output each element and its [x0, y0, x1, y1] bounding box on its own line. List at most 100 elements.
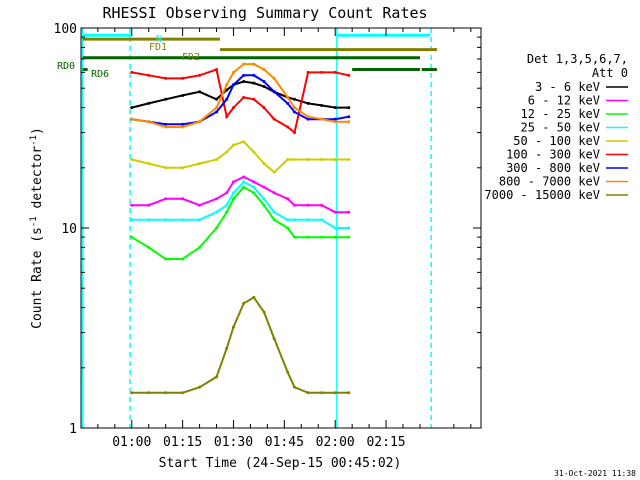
series-1-point [225, 191, 229, 195]
series-7-point [333, 120, 337, 124]
series-3-point [306, 218, 310, 222]
flag-label-fd1: FD1 [149, 42, 167, 53]
series-2-point [293, 235, 297, 239]
y-axis-label-sup: -1 [29, 216, 39, 227]
series-8-point [215, 375, 219, 379]
series-8-point [306, 391, 310, 395]
series-5-point [198, 73, 202, 77]
x-tick-label: 01:15 [163, 435, 202, 450]
series-6-point [262, 80, 266, 84]
series-6-point [181, 122, 185, 126]
series-8-point [347, 391, 351, 395]
series-2-point [320, 235, 324, 239]
series-0-point [347, 106, 351, 110]
y-tick-label: 1 [69, 422, 77, 437]
series-2-point [164, 257, 168, 261]
series-8-point [198, 385, 202, 389]
legend-label: 25 - 50 keV [521, 121, 600, 135]
series-3-point [215, 210, 219, 214]
series-8-point [147, 391, 151, 395]
y-tick-label: 10 [61, 222, 77, 237]
series-6-point [164, 122, 168, 126]
series-4-point [198, 162, 202, 166]
series-4-point [272, 170, 276, 174]
series-2-point [306, 235, 310, 239]
series-3-point [231, 191, 235, 195]
series-3-point [198, 218, 202, 222]
legend-label: 100 - 300 keV [506, 148, 600, 162]
y-tick-label: 100 [54, 22, 77, 37]
series-5-point [252, 97, 256, 101]
series-7-point [320, 117, 324, 121]
series-8-point [231, 325, 235, 329]
series-0-point [147, 101, 151, 105]
series-6-point [286, 101, 290, 105]
series-5-point [293, 131, 297, 135]
series-1-point [147, 203, 151, 207]
legend-label: 12 - 25 keV [521, 107, 600, 121]
series-3-point [242, 180, 246, 184]
series-0-point [293, 97, 297, 101]
series-6-point [242, 73, 246, 77]
series-3-point [225, 203, 229, 207]
x-tick-label: 01:30 [214, 435, 253, 450]
legend-label: 50 - 100 keV [513, 134, 600, 148]
series-5-point [164, 76, 168, 80]
series-2-point [286, 226, 290, 230]
series-1-point [293, 203, 297, 207]
series-8-point [333, 391, 337, 395]
series-7-point [198, 120, 202, 124]
series-7-point [164, 125, 168, 129]
series-5-point [333, 70, 337, 74]
series-2-point [242, 185, 246, 189]
series-5-point [286, 125, 290, 129]
flag-label-fd2: FD2 [182, 52, 200, 63]
series-line-1 [131, 175, 349, 214]
series-6-point [272, 90, 276, 94]
x-tick-label: 02:00 [316, 435, 355, 450]
series-6-point [333, 117, 337, 121]
series-4-point [286, 158, 290, 162]
series-7-point [347, 120, 351, 124]
series-3-point [262, 197, 266, 201]
series-line-8 [131, 296, 349, 394]
series-line-4 [131, 140, 349, 174]
series-0-point [306, 101, 310, 105]
series-8-point [181, 391, 185, 395]
series-line-7 [131, 63, 349, 128]
series-8-point [252, 295, 256, 299]
series-8-point [164, 391, 168, 395]
series-7-point [252, 62, 256, 66]
series-5-point [225, 115, 229, 119]
series-2-point [347, 235, 351, 239]
series-4-point [252, 150, 256, 154]
series-4-point [293, 158, 297, 162]
y-axis-label-end: ) [30, 127, 45, 135]
series-5-point [181, 76, 185, 80]
legend-label: 7000 - 15000 keV [484, 188, 600, 202]
series-7-point [231, 70, 235, 74]
legend-label: 3 - 6 keV [535, 80, 600, 94]
series-7-point [147, 120, 151, 124]
series-4-point [181, 166, 185, 170]
series-6-point [306, 117, 310, 121]
series-line-3 [131, 180, 349, 229]
series-5-point [242, 95, 246, 99]
series-3-point [272, 210, 276, 214]
series-4-point [215, 158, 219, 162]
series-6-point [293, 110, 297, 114]
series-7-point [215, 106, 219, 110]
series-3-point [320, 218, 324, 222]
series-2-point [231, 197, 235, 201]
series-6-point [225, 97, 229, 101]
series-2-point [225, 210, 229, 214]
series-4-point [231, 143, 235, 147]
series-0-point [215, 97, 219, 101]
x-axis-label: Start Time (24-Sep-15 00:45:02) [159, 456, 402, 471]
series-0-point [181, 93, 185, 97]
series-7-point [286, 95, 290, 99]
flag-label-rd0: RD0 [57, 61, 75, 72]
series-3-point [130, 218, 134, 222]
